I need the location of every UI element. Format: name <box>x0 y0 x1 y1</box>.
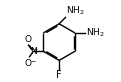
Text: NH$_2$: NH$_2$ <box>86 27 104 39</box>
Text: F: F <box>56 70 62 80</box>
Text: O: O <box>25 35 32 44</box>
Text: −: − <box>30 59 35 64</box>
Text: NH$_2$: NH$_2$ <box>66 4 85 17</box>
Text: +: + <box>33 47 38 52</box>
Text: N: N <box>30 47 37 56</box>
Text: O: O <box>25 59 32 68</box>
